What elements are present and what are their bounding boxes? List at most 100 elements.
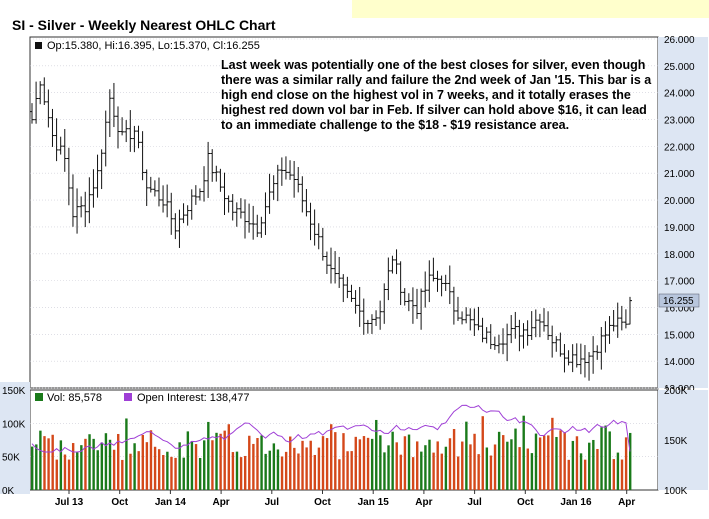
volume-axis-ticks: 0K 50K 100K 150K 100K 150K 200K xyxy=(2,386,688,497)
volume-bar xyxy=(162,455,165,490)
ohlc-bar xyxy=(501,328,506,355)
volume-bar xyxy=(272,443,276,490)
price-tick-label: 19.000 xyxy=(664,223,695,234)
ohlc-bar xyxy=(558,332,563,357)
ohlc-bar xyxy=(120,117,125,136)
volume-bar xyxy=(407,434,411,490)
volume-bar xyxy=(448,438,452,490)
last-price-label: 16.255 xyxy=(663,296,694,307)
ohlc-bar xyxy=(382,283,387,324)
volume-bar xyxy=(481,416,484,490)
ohlc-bar xyxy=(423,271,428,308)
ohlc-bar xyxy=(70,174,75,227)
volume-bar xyxy=(596,448,599,490)
ohlc-bar xyxy=(283,156,288,180)
ohlc-bar xyxy=(279,157,284,186)
volume-bar xyxy=(485,447,489,490)
ohlc-bar xyxy=(615,302,620,338)
ohlc-bar xyxy=(480,317,485,343)
price-panel xyxy=(29,36,659,389)
oi-tick-label: 150K xyxy=(664,436,688,447)
volume-bar xyxy=(35,444,38,490)
ohlc-bar xyxy=(603,321,608,353)
annotation-text: Last week was potentially one of the bes… xyxy=(221,58,652,132)
x-tick-label: Jan 14 xyxy=(155,497,187,508)
ohlc-bar xyxy=(152,180,157,197)
volume-bar xyxy=(555,436,558,490)
volume-bar xyxy=(117,433,120,490)
volume-tick-label: 50K xyxy=(2,453,20,464)
volume-bar xyxy=(510,439,513,490)
volume-bar xyxy=(330,424,333,490)
ohlc-bar xyxy=(267,173,272,214)
volume-bar xyxy=(362,436,366,490)
volume-bar xyxy=(440,453,443,490)
ohlc-bar xyxy=(333,251,338,284)
volume-bar xyxy=(194,444,198,490)
price-tick-label: 21.000 xyxy=(664,169,695,180)
ohlc-bar xyxy=(136,125,141,149)
volume-bar xyxy=(280,456,284,490)
ohlc-bar xyxy=(406,293,411,312)
volume-bar xyxy=(39,430,42,490)
ohlc-bar xyxy=(386,257,391,301)
volume-bar xyxy=(223,430,226,490)
volume-bar xyxy=(452,428,456,490)
ohlc-bar xyxy=(517,319,522,352)
volume-bar xyxy=(239,457,243,490)
ohlc-bar xyxy=(238,198,243,219)
ohlc-bar xyxy=(324,251,329,274)
volume-bar xyxy=(403,436,407,490)
oi-legend-swatch xyxy=(124,393,132,401)
ohlc-bar xyxy=(144,169,149,206)
ohlc-bar xyxy=(79,196,84,218)
volume-left-band xyxy=(0,382,30,494)
volume-bar xyxy=(301,440,304,490)
volume-bar xyxy=(571,440,575,490)
ohlc-bar xyxy=(316,223,321,250)
ohlc-bar xyxy=(574,343,579,368)
ohlc-bar xyxy=(140,131,145,181)
volume-bar xyxy=(334,432,337,490)
ohlc-bar xyxy=(83,191,88,228)
ohlc-bar xyxy=(443,274,448,291)
ohlc-bar xyxy=(251,205,256,240)
ohlc-bar xyxy=(419,288,424,330)
volume-bar xyxy=(186,431,190,490)
volume-bar xyxy=(612,459,616,490)
ohlc-bar xyxy=(148,176,153,193)
x-tick-label: Jul 13 xyxy=(55,497,84,508)
ohlc-bar xyxy=(365,319,370,334)
ohlc-bar xyxy=(218,168,223,192)
volume-bar xyxy=(227,424,231,490)
volume-bar xyxy=(354,436,357,490)
volume-bar xyxy=(547,435,550,490)
volume-bar xyxy=(309,440,312,490)
ohlc-bar xyxy=(447,265,452,305)
volume-bar xyxy=(59,440,63,490)
volume-bar xyxy=(456,456,460,490)
ohlc-bar xyxy=(312,209,317,246)
x-tick-label: Jul xyxy=(265,497,280,508)
volume-bar xyxy=(198,458,202,490)
volume-bar xyxy=(248,435,251,490)
oi-tick-label: 200K xyxy=(664,386,688,397)
volume-bar xyxy=(170,456,173,490)
ohlc-bar xyxy=(242,199,247,239)
price-axis-band xyxy=(658,37,708,388)
volume-bar xyxy=(215,432,218,490)
volume-bar xyxy=(174,457,177,490)
volume-bar xyxy=(600,427,603,490)
volume-bar xyxy=(88,434,91,490)
ohlc-bar xyxy=(214,165,219,182)
ohlc-bar xyxy=(464,307,469,324)
volume-bar xyxy=(133,443,136,490)
ohlc-bar xyxy=(165,184,170,218)
ohlc-bar xyxy=(206,141,211,198)
ohlc-bar xyxy=(488,324,493,350)
ohlc-bar xyxy=(111,82,116,128)
oi-tick-label: 100K xyxy=(664,486,688,497)
volume-bar xyxy=(514,428,517,490)
ohlc-bar xyxy=(226,195,231,213)
ohlc-bar xyxy=(525,320,530,346)
